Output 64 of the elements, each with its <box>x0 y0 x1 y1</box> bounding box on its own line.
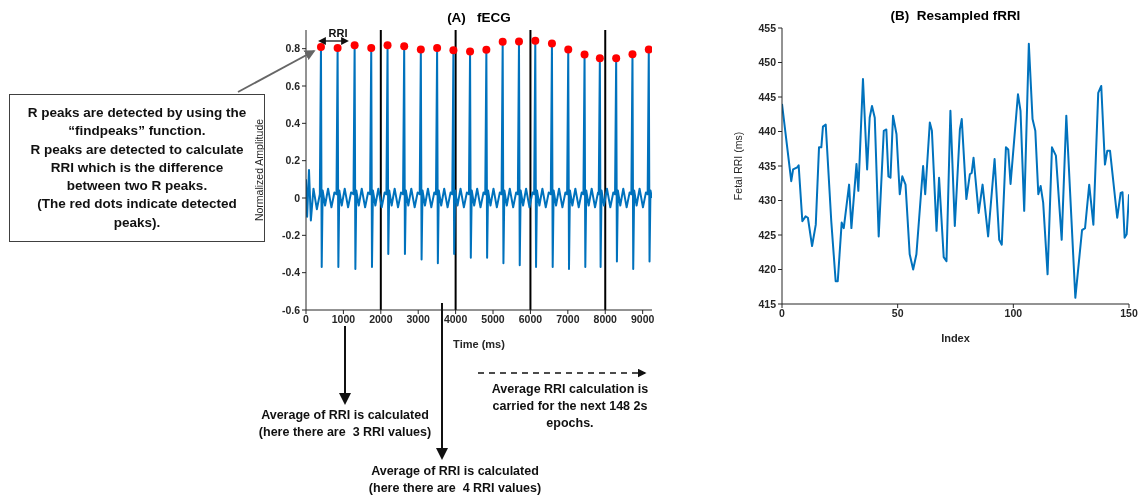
y-tick-label: 440 <box>758 125 777 138</box>
chart-title: (A) fECG <box>446 10 512 25</box>
point <box>482 45 491 54</box>
point <box>466 47 475 56</box>
point <box>400 42 409 51</box>
x-tick-label: 150 <box>1120 307 1138 320</box>
y-tick-label: 0.6 <box>285 79 301 92</box>
x-tick-label: 2000 <box>369 313 393 326</box>
y-tick-label: 455 <box>758 21 777 34</box>
point <box>383 41 392 50</box>
y-tick-label: 450 <box>758 56 777 69</box>
x-tick-label: 5000 <box>481 313 505 326</box>
point <box>580 50 589 59</box>
x-tick-label: 3000 <box>406 313 431 326</box>
y-tick-label: 445 <box>758 90 777 103</box>
point <box>498 37 507 46</box>
point <box>433 43 442 52</box>
x-tick-label: 7000 <box>556 313 580 326</box>
text: Average RRI calculation is carried for the next 148 2s epochs. <box>490 381 650 432</box>
point <box>531 36 540 45</box>
y-tick-label: 430 <box>758 194 777 207</box>
text: Average of RRI is calculated (here there are 4 RRI values) <box>367 463 543 497</box>
x-axis-title: Index <box>941 332 971 344</box>
point <box>612 54 621 63</box>
x-axis-title: Time (ms) <box>453 338 506 350</box>
point <box>644 45 652 54</box>
y-tick-label: 0.4 <box>285 117 301 130</box>
y-tick-label: 0.8 <box>285 42 301 55</box>
x-tick-label: 4000 <box>443 313 468 326</box>
point <box>367 43 376 52</box>
point <box>449 46 458 55</box>
x-tick-label: 50 <box>891 307 904 320</box>
point <box>595 54 604 63</box>
y-tick-label: 420 <box>758 263 777 276</box>
y-tick-label: 435 <box>758 159 777 172</box>
y-tick-label: 415 <box>758 297 777 310</box>
x-tick-label: 0 <box>303 313 310 326</box>
x-tick-label: 100 <box>1004 307 1023 320</box>
point <box>628 50 637 59</box>
x-tick-label: 1000 <box>331 313 356 326</box>
point <box>514 37 523 46</box>
annotation: RRI <box>327 26 349 41</box>
y-tick-label: -0.6 <box>281 303 301 316</box>
line-series <box>782 42 1129 299</box>
x-tick-label: 9000 <box>630 313 655 326</box>
x-tick-label: 0 <box>779 307 786 320</box>
x-tick-label: 6000 <box>518 313 543 326</box>
y-tick-label: -0.4 <box>281 266 301 279</box>
point <box>316 42 325 51</box>
y-tick-label: 0.2 <box>285 154 301 167</box>
y-tick-label: 0 <box>294 191 301 204</box>
point <box>547 39 556 48</box>
y-axis-title: Normalized Amplitude <box>253 118 266 222</box>
point <box>350 41 359 50</box>
x-tick-label: 8000 <box>593 313 618 326</box>
point <box>416 45 425 54</box>
y-axis-title: Fetal RRI (ms) <box>732 131 744 201</box>
chart-title: (B) Resampled fRRI <box>889 8 1022 23</box>
y-tick-label: 425 <box>758 228 777 241</box>
point <box>333 43 342 52</box>
text: Average of RRI is calculated (here there are 3 RRI values) <box>257 407 433 441</box>
y-tick-label: -0.2 <box>281 229 301 242</box>
point <box>564 45 573 54</box>
annotation: R peaks are detected by using the “findpeaks” function. R peaks are detected to calculate RRI which is the difference between two R peaks. (The red dots indicate detected peaks). <box>27 105 247 230</box>
